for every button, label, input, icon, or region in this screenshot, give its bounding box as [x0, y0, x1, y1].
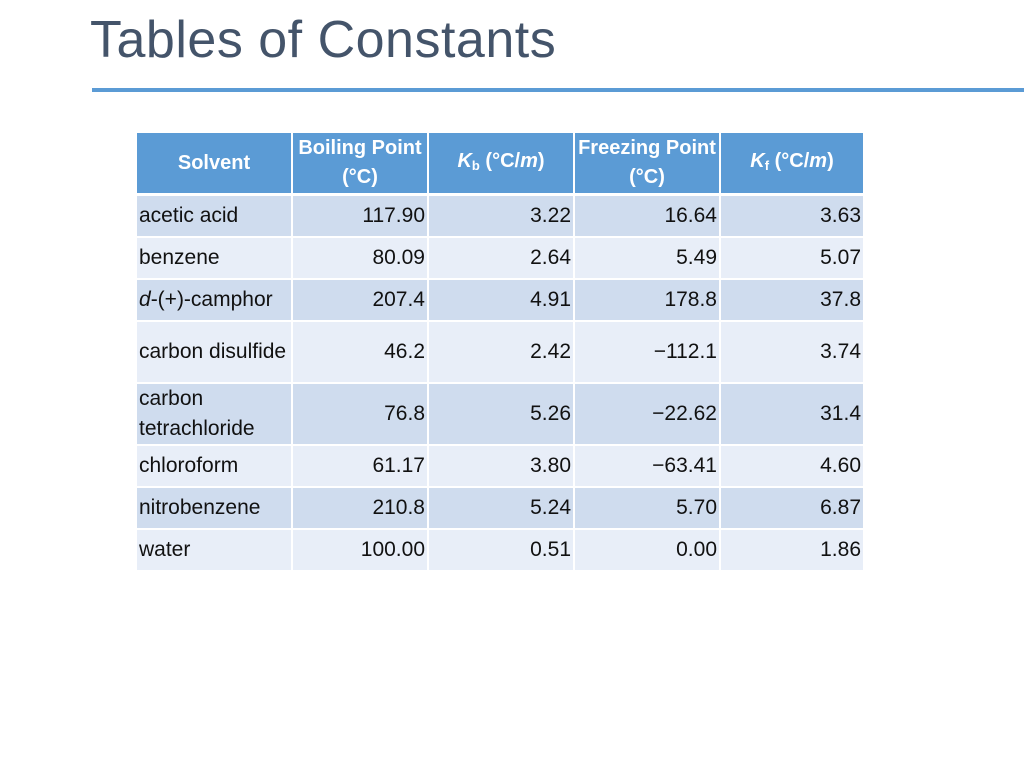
solvent-cell: carbon disulfide — [137, 322, 293, 384]
freezing-point-cell: 5.49 — [575, 238, 721, 280]
solvent-cell: nitrobenzene — [137, 488, 293, 530]
title-underline — [92, 88, 1024, 92]
freezing-point-cell: 16.64 — [575, 196, 721, 238]
solvent-prefix: d — [139, 288, 151, 311]
table-row: carbon disulfide 46.2 2.42 −112.1 3.74 — [137, 322, 863, 384]
table-row: acetic acid 117.90 3.22 16.64 3.63 — [137, 196, 863, 238]
kb-cell: 4.91 — [429, 280, 575, 322]
solvent-name: benzene — [139, 246, 220, 269]
solvent-name: -(+)-camphor — [150, 288, 273, 311]
freezing-point-cell: 0.00 — [575, 530, 721, 572]
solvent-cell: carbon tetrachloride — [137, 384, 293, 446]
header-kb-unit-open: (°C/ — [479, 149, 521, 172]
kb-cell: 3.22 — [429, 196, 575, 238]
solvent-name: chloroform — [139, 454, 239, 477]
boiling-point-cell: 80.09 — [293, 238, 429, 280]
table-row: water 100.00 0.51 0.00 1.86 — [137, 530, 863, 572]
header-kf: Kf (°C/m) — [721, 133, 863, 196]
table-row: benzene 80.09 2.64 5.49 5.07 — [137, 238, 863, 280]
kf-cell: 31.4 — [721, 384, 863, 446]
boiling-point-cell: 207.4 — [293, 280, 429, 322]
table-header-row: Solvent Boiling Point (°C) Kb (°C/m) Fre… — [137, 133, 863, 196]
kf-cell: 3.63 — [721, 196, 863, 238]
kf-cell: 37.8 — [721, 280, 863, 322]
freezing-point-cell: −22.62 — [575, 384, 721, 446]
kb-cell: 5.26 — [429, 384, 575, 446]
header-kb: Kb (°C/m) — [429, 133, 575, 196]
solvent-name: carbon disulfide — [139, 340, 287, 363]
header-boiling-point: Boiling Point (°C) — [293, 133, 429, 196]
boiling-point-cell: 76.8 — [293, 384, 429, 446]
freezing-point-cell: 178.8 — [575, 280, 721, 322]
header-kf-unit-open: (°C/ — [769, 149, 810, 172]
solvent-name: acetic acid — [139, 204, 239, 227]
solvent-cell: water — [137, 530, 293, 572]
kb-cell: 0.51 — [429, 530, 575, 572]
solvent-cell: benzene — [137, 238, 293, 280]
table-row: carbon tetrachloride 76.8 5.26 −22.62 31… — [137, 384, 863, 446]
header-kb-symbol: K — [457, 149, 472, 172]
header-kf-subscript: f — [764, 157, 770, 173]
kb-cell: 2.42 — [429, 322, 575, 384]
kb-cell: 3.80 — [429, 446, 575, 488]
table-row: d-(+)-camphor 207.4 4.91 178.8 37.8 — [137, 280, 863, 322]
table-row: nitrobenzene 210.8 5.24 5.70 6.87 — [137, 488, 863, 530]
constants-table: Solvent Boiling Point (°C) Kb (°C/m) Fre… — [137, 133, 863, 572]
header-kb-unit-close: ) — [537, 149, 545, 172]
boiling-point-cell: 210.8 — [293, 488, 429, 530]
freezing-point-cell: −63.41 — [575, 446, 721, 488]
header-kb-unit-m: m — [520, 149, 538, 172]
freezing-point-cell: −112.1 — [575, 322, 721, 384]
kf-cell: 4.60 — [721, 446, 863, 488]
solvent-name: carbon tetrachloride — [139, 387, 255, 440]
table-row: chloroform 61.17 3.80 −63.41 4.60 — [137, 446, 863, 488]
kf-cell: 6.87 — [721, 488, 863, 530]
header-solvent: Solvent — [137, 133, 293, 196]
kf-cell: 5.07 — [721, 238, 863, 280]
page-title: Tables of Constants — [90, 11, 557, 69]
header-kf-unit-close: ) — [827, 149, 834, 172]
boiling-point-cell: 46.2 — [293, 322, 429, 384]
header-kb-subscript: b — [471, 157, 480, 173]
kf-cell: 1.86 — [721, 530, 863, 572]
freezing-point-cell: 5.70 — [575, 488, 721, 530]
solvent-name: nitrobenzene — [139, 496, 261, 519]
boiling-point-cell: 100.00 — [293, 530, 429, 572]
solvent-cell: acetic acid — [137, 196, 293, 238]
solvent-cell: chloroform — [137, 446, 293, 488]
header-kf-symbol: K — [750, 149, 765, 172]
header-freezing-point: Freezing Point (°C) — [575, 133, 721, 196]
header-kf-unit-m: m — [809, 149, 828, 172]
kb-cell: 5.24 — [429, 488, 575, 530]
boiling-point-cell: 61.17 — [293, 446, 429, 488]
kf-cell: 3.74 — [721, 322, 863, 384]
solvent-cell: d-(+)-camphor — [137, 280, 293, 322]
kb-cell: 2.64 — [429, 238, 575, 280]
solvent-name: water — [139, 538, 191, 561]
boiling-point-cell: 117.90 — [293, 196, 429, 238]
